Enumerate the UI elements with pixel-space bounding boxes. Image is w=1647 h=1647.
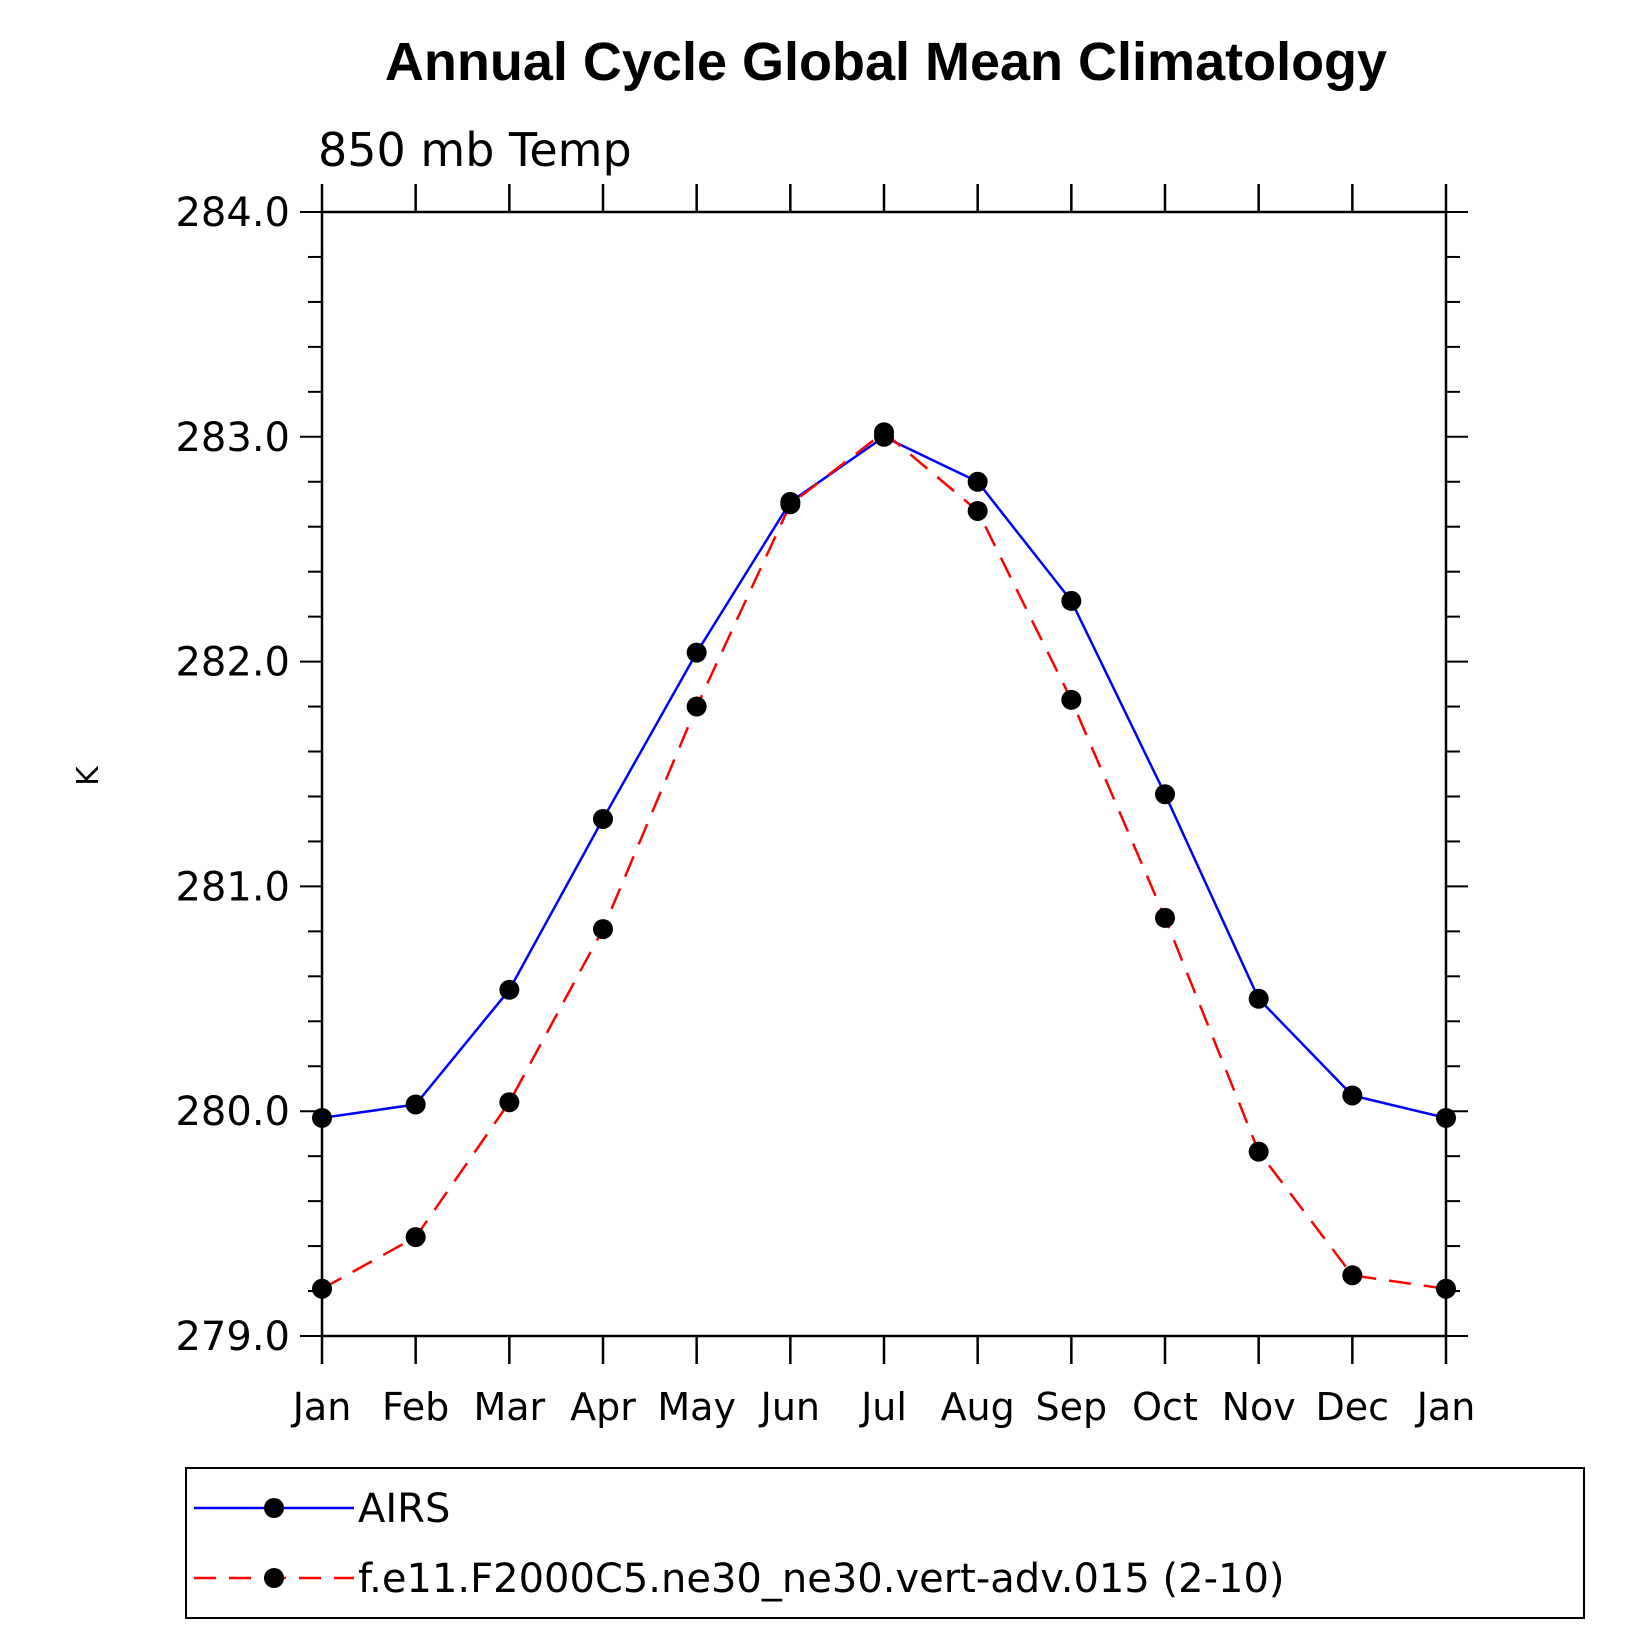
legend-marker-airs [264, 1498, 284, 1518]
series-1-point [1342, 1265, 1363, 1286]
series-0-point [1155, 784, 1175, 805]
series-1-point [967, 500, 988, 521]
x-tick-label: Apr [570, 1385, 636, 1429]
x-tick-label: May [657, 1385, 736, 1429]
y-tick-label: 282.0 [175, 640, 290, 686]
series-0-point [593, 808, 613, 829]
series-1-point [1155, 907, 1175, 928]
x-tick-label: Aug [941, 1385, 1015, 1429]
series-1-point [1061, 689, 1082, 710]
series-line-1 [321, 430, 1447, 1291]
x-tick-label: Feb [382, 1385, 449, 1429]
x-tick-label: Sep [1036, 1385, 1108, 1429]
x-tick-label: Oct [1132, 1385, 1198, 1429]
chart-title: Annual Cycle Global Mean Climatology [385, 32, 1387, 92]
series-0-point [686, 642, 707, 663]
y-axis-label: K [71, 765, 106, 786]
series-0-point [967, 471, 988, 492]
legend-label-airs: AIRS [358, 1486, 450, 1532]
series-1-point [780, 494, 801, 515]
series-1-point [686, 696, 707, 717]
series-0-point [1436, 1107, 1456, 1128]
series-0-point [1248, 988, 1269, 1009]
plot-frame [320, 210, 1448, 1338]
x-tick-label: Dec [1316, 1385, 1390, 1429]
series-1-point [1436, 1278, 1456, 1299]
series-line-0 [321, 435, 1447, 1120]
series-1-point [874, 422, 894, 443]
series-0-point [1342, 1085, 1363, 1106]
y-axis-ticks: 279.0 280.0 281.0 282.0 283.0 284.0 [175, 190, 1468, 1360]
legend-label-model: f.e11.F2000C5.ne30_ne30.vert-adv.015 (2-… [358, 1556, 1285, 1602]
series-0-point [1061, 590, 1082, 611]
x-tick-label: Nov [1222, 1385, 1296, 1429]
y-tick-label: 280.0 [175, 1089, 290, 1135]
series-1-point [405, 1227, 426, 1248]
series-1-point [499, 1092, 520, 1113]
x-tick-label: Jan [291, 1385, 352, 1429]
x-tick-label: Jun [759, 1385, 820, 1429]
series-0-point [405, 1094, 426, 1115]
legend-box [185, 1467, 1585, 1619]
x-tick-label: Mar [473, 1385, 545, 1429]
x-axis-ticks: Jan Feb Mar Apr May Jun Jul Aug Sep Oct Nov Dec Jan [291, 184, 1476, 1429]
series-1-point [593, 919, 613, 940]
series-0-point [499, 979, 520, 1000]
series-1-point [312, 1278, 332, 1299]
series-1-point [1248, 1141, 1269, 1162]
y-tick-label: 283.0 [175, 415, 290, 461]
y-tick-label: 279.0 [175, 1314, 290, 1360]
legend: AIRS f.e11.F2000C5.ne30_ne30.vert-adv.01… [185, 1467, 1585, 1619]
series-layer [312, 422, 1456, 1299]
x-tick-label: Jul [859, 1385, 907, 1429]
y-tick-label: 281.0 [175, 864, 290, 910]
x-tick-label: Jan [1415, 1385, 1476, 1429]
chart-subtitle: 850 mb Temp [318, 123, 632, 177]
legend-marker-model [264, 1568, 284, 1588]
series-0-point [312, 1107, 332, 1128]
y-tick-label: 284.0 [175, 190, 290, 236]
